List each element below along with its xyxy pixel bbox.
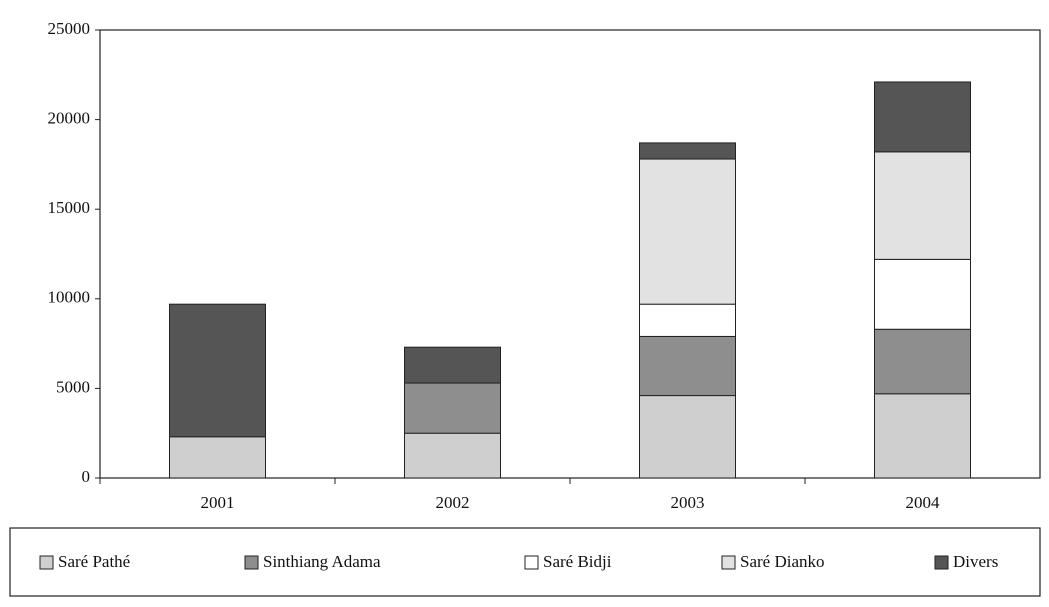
bar-segment bbox=[404, 382, 501, 434]
bar-segment bbox=[874, 393, 971, 479]
x-tick-label: 2003 bbox=[671, 493, 705, 512]
bar-segment bbox=[874, 328, 971, 395]
y-tick-label: 10000 bbox=[48, 288, 91, 307]
bar-segment bbox=[169, 303, 266, 438]
y-tick-label: 25000 bbox=[48, 19, 91, 38]
y-tick-label: 5000 bbox=[56, 377, 90, 396]
bar-segment bbox=[404, 346, 501, 384]
legend-swatch bbox=[524, 555, 539, 570]
bar-segment bbox=[874, 151, 971, 260]
bar-segment bbox=[639, 395, 736, 479]
legend-swatch bbox=[934, 555, 949, 570]
y-tick-label: 0 bbox=[82, 467, 91, 486]
x-tick-label: 2004 bbox=[906, 493, 941, 512]
legend-label: Sinthiang Adama bbox=[263, 552, 381, 571]
y-tick-label: 20000 bbox=[48, 109, 91, 128]
legend-swatch bbox=[721, 555, 736, 570]
bar-segment bbox=[169, 436, 266, 479]
legend-swatch bbox=[39, 555, 54, 570]
bar-segment bbox=[404, 432, 501, 479]
legend-label: Saré Bidji bbox=[543, 552, 612, 571]
legend-label: Saré Dianko bbox=[740, 552, 825, 571]
bar-segment bbox=[639, 142, 736, 160]
x-tick-label: 2001 bbox=[201, 493, 235, 512]
x-tick-label: 2002 bbox=[436, 493, 470, 512]
legend-box bbox=[9, 527, 1041, 597]
bar-segment bbox=[874, 81, 971, 153]
bar-segment bbox=[639, 158, 736, 305]
legend-swatch bbox=[244, 555, 259, 570]
legend-label: Saré Pathé bbox=[58, 552, 130, 571]
bar-segment bbox=[639, 335, 736, 397]
legend-label: Divers bbox=[953, 552, 998, 571]
y-tick-label: 15000 bbox=[48, 198, 91, 217]
bar-segment bbox=[639, 303, 736, 337]
bar-segment bbox=[874, 258, 971, 330]
